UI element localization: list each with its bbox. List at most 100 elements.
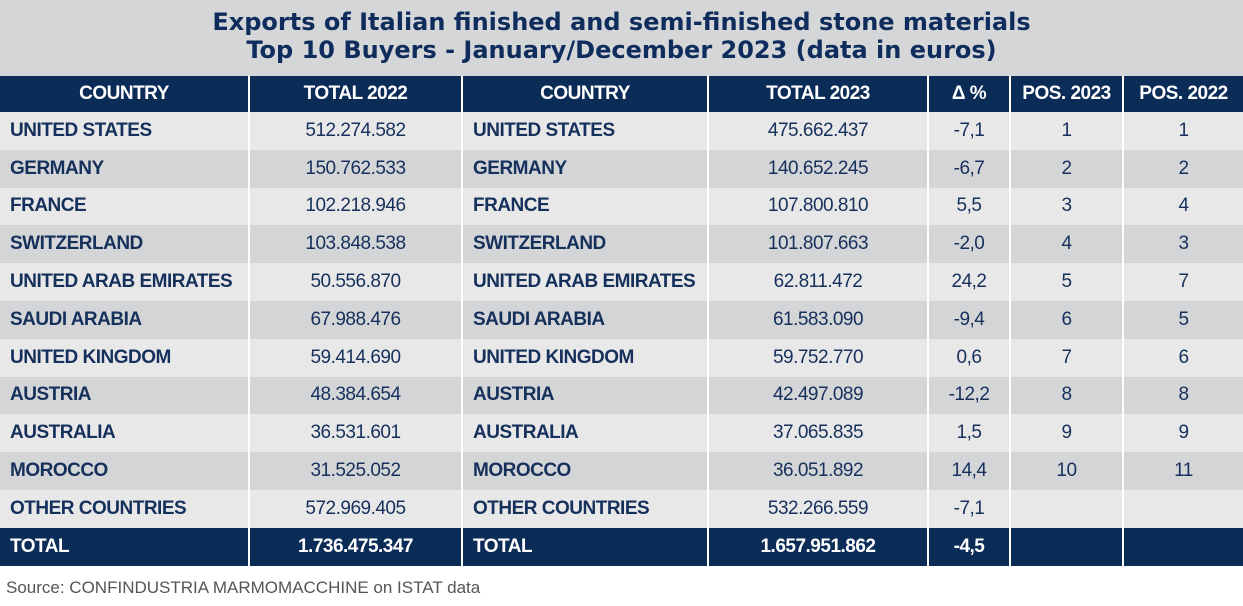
table-cell: 1	[1123, 112, 1243, 150]
table-cell: 2	[1010, 149, 1124, 188]
table-cell: 61.583.090	[708, 300, 929, 339]
table-cell: 6	[1010, 300, 1124, 339]
table-cell: 512.274.582	[249, 112, 463, 150]
table-cell: UNITED STATES	[462, 112, 709, 150]
column-header: Δ %	[928, 76, 1011, 112]
table-cell: GERMANY	[0, 149, 250, 188]
table-cell: 1	[1010, 112, 1124, 150]
table-cell: 140.652.245	[708, 149, 929, 188]
title-line-2: Top 10 Buyers - January/December 2023 (d…	[246, 36, 997, 64]
table-cell: 9	[1123, 414, 1243, 453]
table-cell: 36.051.892	[708, 452, 929, 490]
table-cell: 50.556.870	[249, 263, 463, 301]
table-title: Exports of Italian finished and semi-fin…	[0, 0, 1243, 76]
table-cell: 37.065.835	[708, 414, 929, 453]
total-cell	[1123, 527, 1243, 566]
table-cell: UNITED ARAB EMIRATES	[0, 263, 250, 301]
table-cell: 7	[1123, 263, 1243, 301]
table-cell: OTHER COUNTRIES	[0, 489, 250, 528]
total-cell: -4,5	[928, 527, 1011, 566]
table-row: OTHER COUNTRIES 572.969.405 OTHER COUNTRIE…	[0, 489, 1243, 528]
table-row: UNITED KINGDOM 59.414.690 UNITED KINGDOM 59…	[0, 338, 1243, 377]
title-line-1: Exports of Italian finished and semi-fin…	[212, 8, 1031, 36]
table-cell: UNITED KINGDOM	[462, 338, 709, 377]
table-cell: AUSTRALIA	[462, 414, 709, 453]
table-cell: 3	[1123, 225, 1243, 264]
exports-table: COUNTRY TOTAL 2022 COUNTRY TOTAL 2023 Δ % POS…	[0, 76, 1243, 566]
table-cell: 6	[1123, 338, 1243, 377]
total-cell: 1.657.951.862	[708, 527, 929, 566]
table-cell: -7,1	[928, 112, 1011, 150]
table-cell: MOROCCO	[462, 452, 709, 490]
table-cell: 102.218.946	[249, 187, 463, 226]
table-cell: 2	[1123, 149, 1243, 188]
total-cell: TOTAL	[462, 527, 709, 566]
table-row: FRANCE 102.218.946 FRANCE 107.800.810 5,5 3 4	[0, 187, 1243, 226]
table-cell: 101.807.663	[708, 225, 929, 264]
table-cell: 150.762.533	[249, 149, 463, 188]
total-row: TOTAL 1.736.475.347 TOTAL 1.657.951.862 -4,5	[0, 527, 1243, 566]
table-cell: 11	[1123, 452, 1243, 490]
table-cell: 59.414.690	[249, 338, 463, 377]
column-header: COUNTRY	[462, 76, 709, 112]
table-cell: 1,5	[928, 414, 1011, 453]
table-cell: 24,2	[928, 263, 1011, 301]
column-header: POS. 2022	[1123, 76, 1243, 112]
table-cell: 572.969.405	[249, 489, 463, 528]
table-cell: 8	[1123, 376, 1243, 415]
table-cell	[1010, 489, 1124, 528]
table-cell: 31.525.052	[249, 452, 463, 490]
table-cell: SWITZERLAND	[0, 225, 250, 264]
table-cell: UNITED ARAB EMIRATES	[462, 263, 709, 301]
table-cell: AUSTRALIA	[0, 414, 250, 453]
table-cell: OTHER COUNTRIES	[462, 489, 709, 528]
table-cell: 36.531.601	[249, 414, 463, 453]
table-cell: 475.662.437	[708, 112, 929, 150]
table-row: GERMANY 150.762.533 GERMANY 140.652.245 -6,7…	[0, 149, 1243, 188]
table-cell: 8	[1010, 376, 1124, 415]
table-row: UNITED STATES 512.274.582 UNITED STATES 475…	[0, 112, 1243, 150]
column-header: TOTAL 2023	[708, 76, 929, 112]
table-row: SAUDI ARABIA 67.988.476 SAUDI ARABIA 61.583…	[0, 300, 1243, 339]
table-cell: 0,6	[928, 338, 1011, 377]
table-cell: 14,4	[928, 452, 1011, 490]
table-cell: 9	[1010, 414, 1124, 453]
column-header: COUNTRY	[0, 76, 250, 112]
table-cell: 3	[1010, 187, 1124, 226]
table-cell: UNITED STATES	[0, 112, 250, 150]
table-cell: 7	[1010, 338, 1124, 377]
table-row: MOROCCO 31.525.052 MOROCCO 36.051.892 14,4 10…	[0, 452, 1243, 490]
table-cell: AUSTRIA	[0, 376, 250, 415]
table-cell: SAUDI ARABIA	[0, 300, 250, 339]
table-cell: MOROCCO	[0, 452, 250, 490]
table-cell: 59.752.770	[708, 338, 929, 377]
table-cell: FRANCE	[0, 187, 250, 226]
table-cell: 4	[1123, 187, 1243, 226]
table-cell: 5,5	[928, 187, 1011, 226]
table-cell: -12,2	[928, 376, 1011, 415]
table-cell: 5	[1010, 263, 1124, 301]
source-note: Source: CONFINDUSTRIA MARMOMACCHINE on I…	[6, 578, 481, 597]
table-row: AUSTRALIA 36.531.601 AUSTRALIA 37.065.835 1,…	[0, 414, 1243, 453]
table-cell: -6,7	[928, 149, 1011, 188]
table-cell	[1123, 489, 1243, 528]
table-row: AUSTRIA 48.384.654 AUSTRIA 42.497.089 -12,2 8…	[0, 376, 1243, 415]
total-cell: 1.736.475.347	[249, 527, 463, 566]
table-cell: GERMANY	[462, 149, 709, 188]
total-cell: TOTAL	[0, 527, 250, 566]
table-cell: 532.266.559	[708, 489, 929, 528]
table-row: UNITED ARAB EMIRATES 50.556.870 UNITED ARA…	[0, 263, 1243, 301]
table-cell: 103.848.538	[249, 225, 463, 264]
table-cell: AUSTRIA	[462, 376, 709, 415]
table-cell: 107.800.810	[708, 187, 929, 226]
table-cell: -9,4	[928, 300, 1011, 339]
table-cell: -2,0	[928, 225, 1011, 264]
header-row: COUNTRY TOTAL 2022 COUNTRY TOTAL 2023 Δ % POS…	[0, 76, 1243, 112]
table-cell: SAUDI ARABIA	[462, 300, 709, 339]
column-header: TOTAL 2022	[249, 76, 463, 112]
table-cell: 10	[1010, 452, 1124, 490]
table-cell: UNITED KINGDOM	[0, 338, 250, 377]
column-header: POS. 2023	[1010, 76, 1124, 112]
table-row: SWITZERLAND 103.848.538 SWITZERLAND 101.807…	[0, 225, 1243, 264]
total-cell	[1010, 527, 1124, 566]
